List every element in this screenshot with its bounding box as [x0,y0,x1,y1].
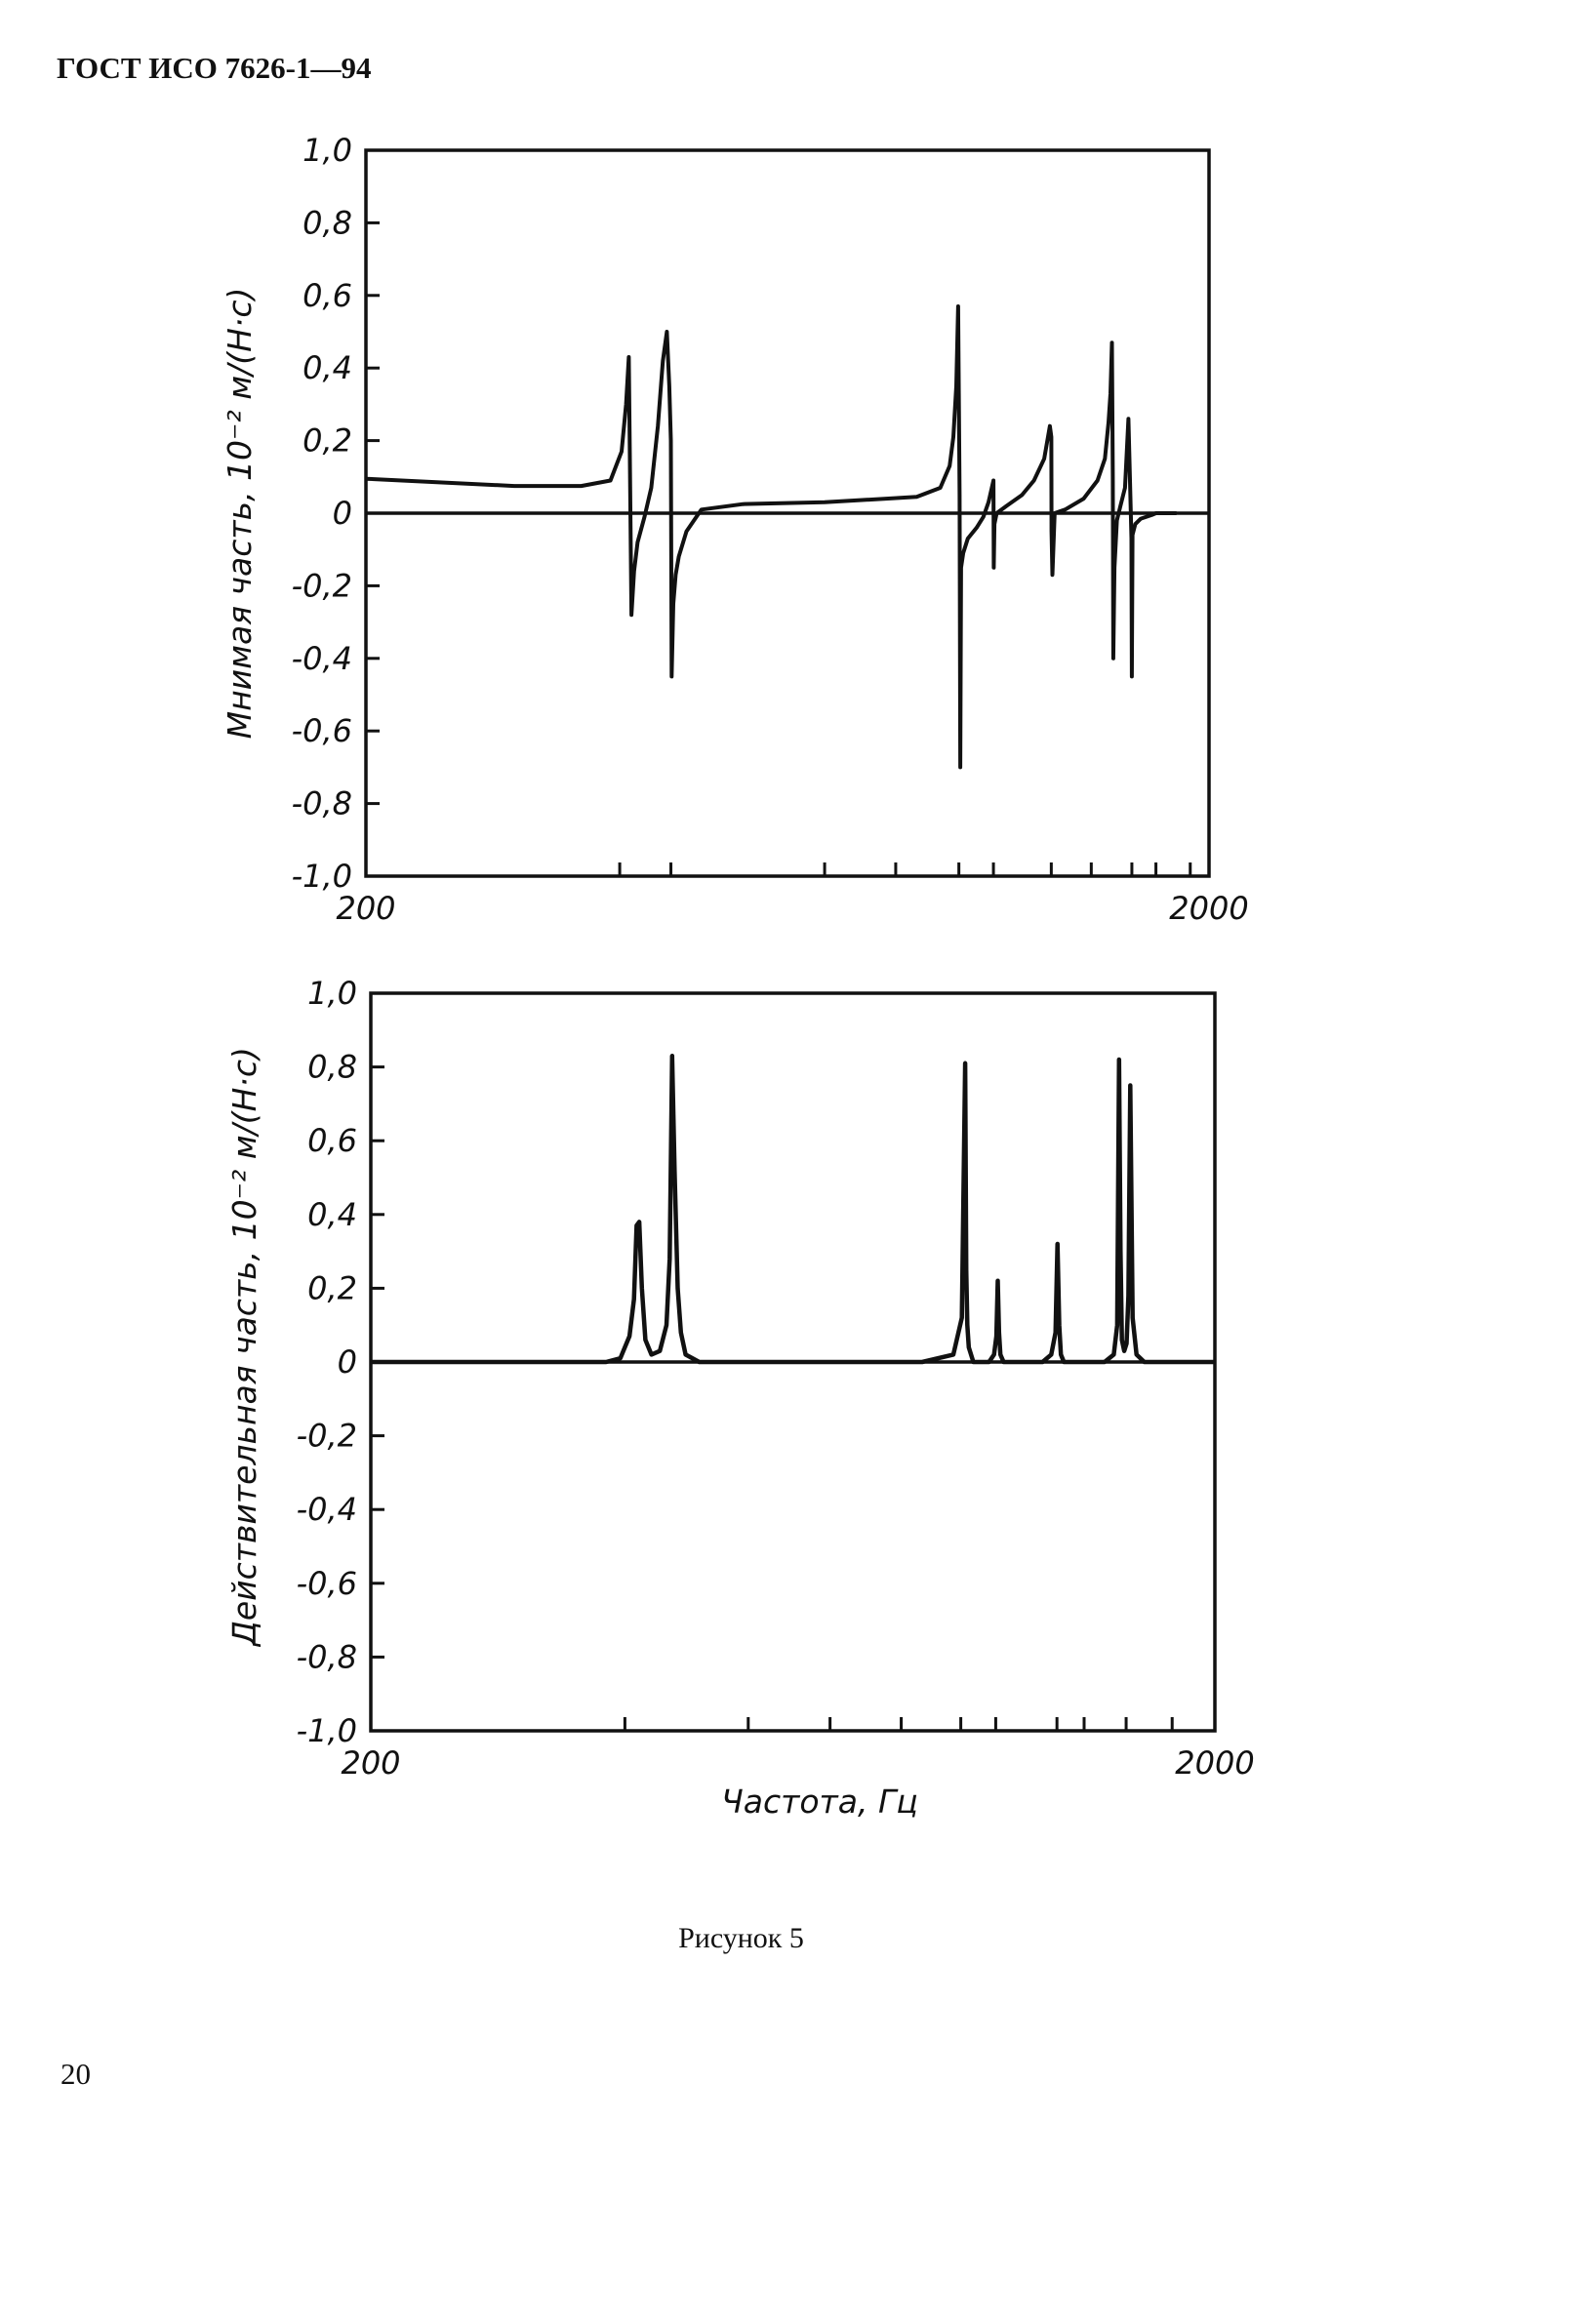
real-y-axis-label: Действительная часть, 10⁻² м/(Н·с) [225,1047,263,1648]
imag-series-line [365,304,1177,770]
imag-minor-ticks [618,862,1192,876]
imag-y-tick-label: 0 [333,495,352,532]
page-number: 20 [60,2057,91,2091]
real-y-tick-label: -0,8 [297,1638,357,1675]
imag-y-tick-label: 1,0 [302,132,352,169]
imag-y-tick-label: -0,8 [292,785,352,822]
real-x-tick-label: 200 [341,1744,400,1782]
imag-y-tick-label: -0,4 [292,640,352,677]
real-y-tick-label: 0,4 [307,1196,357,1233]
real-y-tick-label: 0,2 [307,1269,357,1306]
imag-y-tick-label: 0,8 [302,204,352,241]
imag-y-tick-label: -0,2 [292,567,352,604]
real-y-tick-label: 0,8 [307,1049,357,1086]
real-y-tick-label: -0,2 [297,1418,357,1455]
imag-ticks [366,148,380,878]
real-minor-ticks [623,1717,1217,1731]
real-y-tick-label: 1,0 [307,975,357,1012]
real-y-tick-label: -0,6 [297,1565,357,1602]
imag-x-tick-label: 2000 [1169,890,1248,927]
imag-y-tick-label: -0,6 [292,712,352,749]
real-y-tick-label: 0 [338,1343,357,1381]
real-series-line [371,1054,1215,1365]
imag-y-axis-label: Мнимая часть, 10⁻² м/(Н·с) [221,288,259,740]
real-y-tick-label: -0,4 [297,1491,357,1528]
real-y-tick-label: 0,6 [307,1122,357,1159]
real-x-axis-label: Частота, Гц [721,1783,918,1821]
figure-caption: Рисунок 5 [678,1922,804,1954]
imag-y-tick-label: 0,4 [302,349,352,386]
imag-y-tick-label: 0,2 [302,422,352,460]
imag-y-tick-label: -1,0 [292,858,352,895]
imag-x-tick-label: 200 [336,890,395,927]
page-header: ГОСТ ИСО 7626-1—94 [57,51,372,85]
imag-y-tick-label: 0,6 [302,277,352,314]
real-x-tick-label: 2000 [1175,1744,1254,1782]
real-y-tick-label: -1,0 [297,1712,357,1749]
